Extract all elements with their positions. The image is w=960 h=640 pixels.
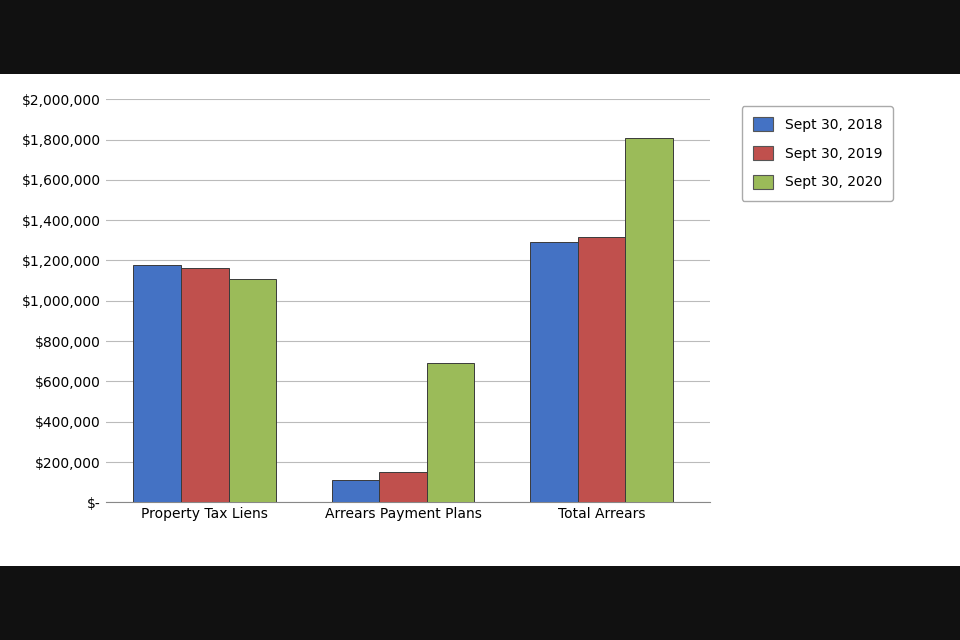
- Bar: [427, 364, 474, 502]
- Bar: [180, 268, 228, 502]
- Bar: [331, 480, 379, 502]
- Bar: [625, 138, 673, 502]
- Bar: [379, 472, 427, 502]
- Bar: [133, 264, 180, 502]
- Bar: [530, 243, 578, 502]
- Bar: [578, 237, 625, 502]
- Legend: Sept 30, 2018, Sept 30, 2019, Sept 30, 2020: Sept 30, 2018, Sept 30, 2019, Sept 30, 2…: [741, 106, 893, 200]
- Bar: [228, 278, 276, 502]
